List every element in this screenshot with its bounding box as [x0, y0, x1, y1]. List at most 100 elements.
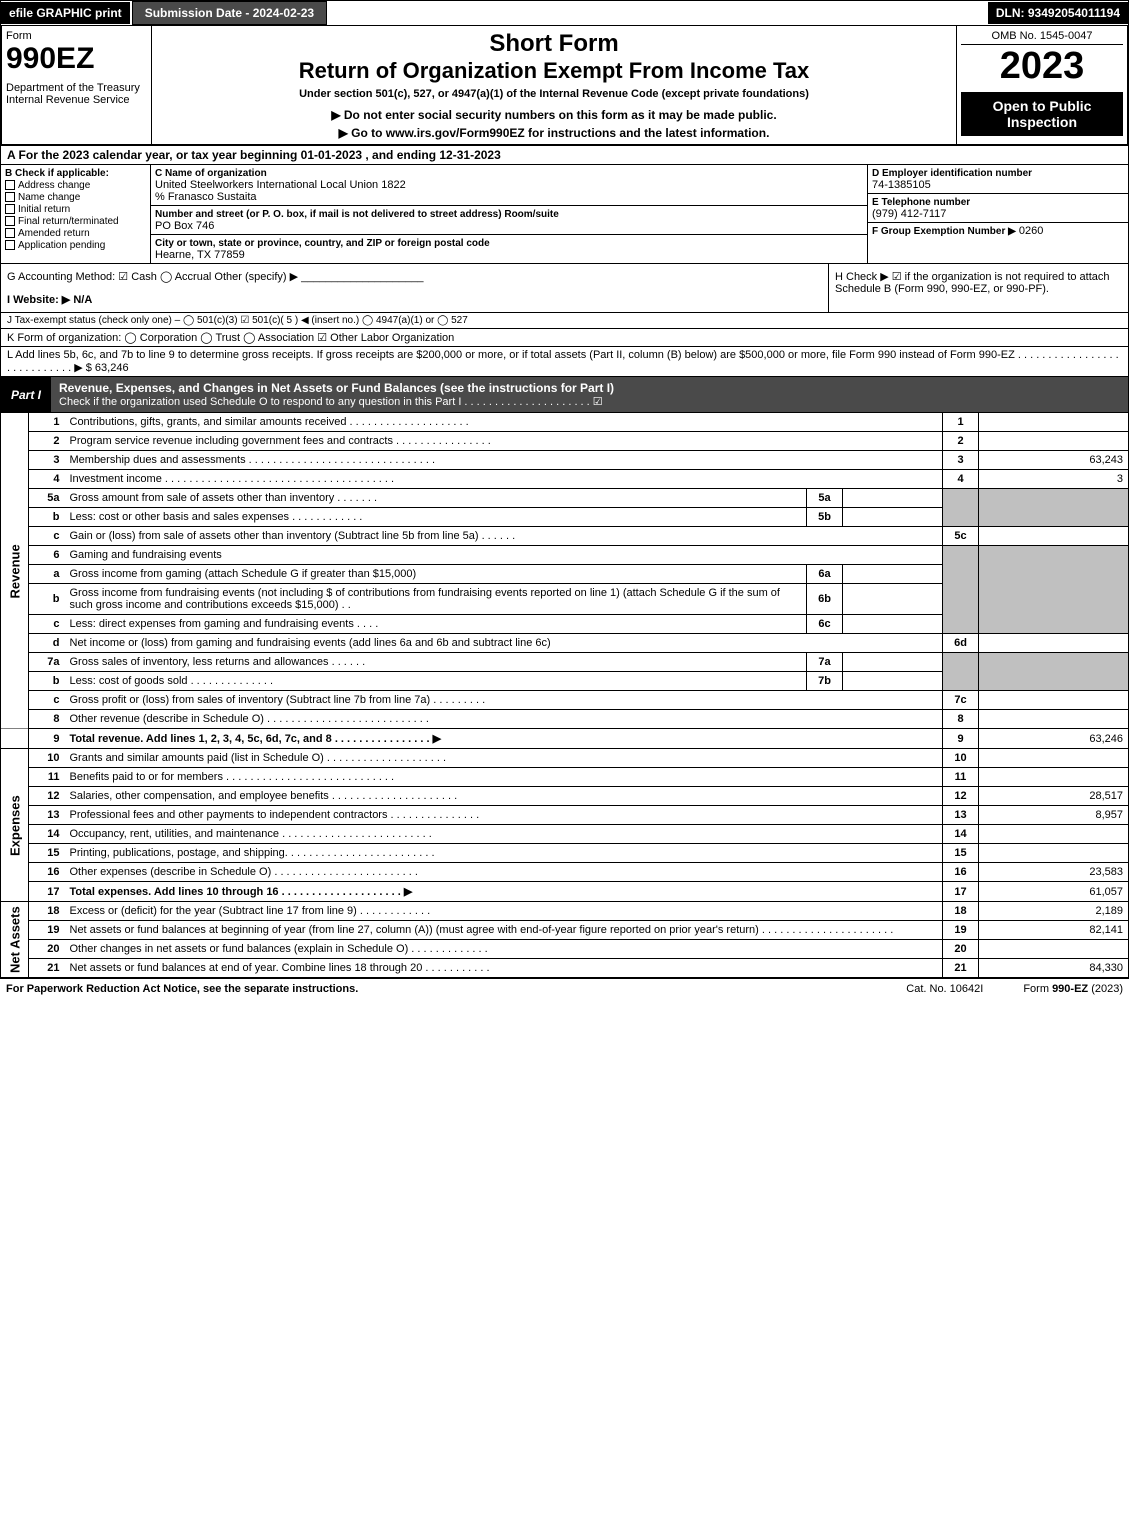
desc-9: Total revenue. Add lines 1, 2, 3, 4, 5c,… — [70, 733, 442, 745]
desc-12: Salaries, other compensation, and employ… — [65, 787, 943, 806]
d-ein-label: D Employer identification number — [872, 168, 1032, 179]
num-8: 8 — [943, 710, 979, 729]
accounting-method: G Accounting Method: ☑ Cash ◯ Accrual Ot… — [1, 264, 828, 312]
care-of: % Franasco Sustaita — [155, 191, 257, 203]
val-4: 3 — [979, 470, 1129, 489]
subln-5b: 5b — [807, 508, 843, 527]
chk-initial-return[interactable] — [5, 204, 15, 214]
num-19: 19 — [943, 921, 979, 940]
val-7c — [979, 691, 1129, 710]
val-6d — [979, 634, 1129, 653]
return-title: Return of Organization Exempt From Incom… — [156, 58, 952, 84]
expenses-side-label: Expenses — [1, 749, 29, 902]
form-ref: Form 990-EZ (2023) — [1023, 983, 1123, 995]
num-4: 4 — [943, 470, 979, 489]
group-exemption: 0260 — [1019, 225, 1043, 237]
ln-9: 9 — [29, 729, 65, 749]
desc-13: Professional fees and other payments to … — [65, 806, 943, 825]
ln-12: 12 — [29, 787, 65, 806]
subln-6a: 6a — [807, 565, 843, 584]
subval-5b — [843, 508, 943, 527]
ln-1: 1 — [29, 413, 65, 432]
ln-5c: c — [29, 527, 65, 546]
desc-15: Printing, publications, postage, and shi… — [65, 844, 943, 863]
desc-19: Net assets or fund balances at beginning… — [65, 921, 943, 940]
num-10: 10 — [943, 749, 979, 768]
lbl-initial-return: Initial return — [18, 204, 70, 215]
chk-app-pending[interactable] — [5, 240, 15, 250]
desc-20: Other changes in net assets or fund bala… — [65, 940, 943, 959]
paperwork-notice: For Paperwork Reduction Act Notice, see … — [6, 983, 906, 995]
short-form-title: Short Form — [156, 30, 952, 58]
b-label: B Check if applicable: — [5, 168, 109, 179]
subval-5a — [843, 489, 943, 508]
val-15 — [979, 844, 1129, 863]
num-13: 13 — [943, 806, 979, 825]
ln-20: 20 — [29, 940, 65, 959]
subval-6b — [843, 584, 943, 615]
val-17: 61,057 — [979, 882, 1129, 902]
chk-final-return[interactable] — [5, 216, 15, 226]
part-1-num: Part I — [1, 384, 51, 406]
ln-6d: d — [29, 634, 65, 653]
desc-8: Other revenue (describe in Schedule O) .… — [65, 710, 943, 729]
val-21: 84,330 — [979, 959, 1129, 978]
subval-6c — [843, 615, 943, 634]
goto-link[interactable]: ▶ Go to www.irs.gov/Form990EZ for instru… — [156, 126, 952, 140]
lbl-amended: Amended return — [18, 228, 90, 239]
subln-7a: 7a — [807, 653, 843, 672]
ssn-warning: ▶ Do not enter social security numbers o… — [156, 108, 952, 122]
subval-7a — [843, 653, 943, 672]
desc-6b: Gross income from fundraising events (no… — [65, 584, 807, 615]
schedule-b-check: H Check ▶ ☑ if the organization is not r… — [828, 264, 1128, 312]
desc-7c: Gross profit or (loss) from sales of inv… — [65, 691, 943, 710]
num-14: 14 — [943, 825, 979, 844]
val-19: 82,141 — [979, 921, 1129, 940]
section-c-org: C Name of organizationUnited Steelworker… — [151, 165, 868, 263]
desc-7a: Gross sales of inventory, less returns a… — [65, 653, 807, 672]
part-1-title: Revenue, Expenses, and Changes in Net As… — [59, 381, 614, 395]
section-def: D Employer identification number74-13851… — [868, 165, 1128, 263]
lbl-final-return: Final return/terminated — [18, 216, 119, 227]
website: I Website: ▶ N/A — [7, 294, 92, 306]
open-to-public: Open to Public Inspection — [961, 92, 1123, 136]
ln-7a: 7a — [29, 653, 65, 672]
chk-address-change[interactable] — [5, 180, 15, 190]
ln-15: 15 — [29, 844, 65, 863]
val-14 — [979, 825, 1129, 844]
gross-receipts: L Add lines 5b, 6c, and 7b to line 9 to … — [0, 347, 1129, 377]
desc-11: Benefits paid to or for members . . . . … — [65, 768, 943, 787]
submission-date: Submission Date - 2024-02-23 — [132, 1, 327, 25]
val-2 — [979, 432, 1129, 451]
val-12: 28,517 — [979, 787, 1129, 806]
ln-7c: c — [29, 691, 65, 710]
dln: DLN: 93492054011194 — [988, 2, 1128, 24]
desc-6c: Less: direct expenses from gaming and fu… — [65, 615, 807, 634]
val-16: 23,583 — [979, 863, 1129, 882]
efile-print-button[interactable]: efile GRAPHIC print — [1, 2, 130, 24]
desc-1: Contributions, gifts, grants, and simila… — [65, 413, 943, 432]
val-8 — [979, 710, 1129, 729]
val-3: 63,243 — [979, 451, 1129, 470]
part-1-header: Part I Revenue, Expenses, and Changes in… — [0, 377, 1129, 413]
cat-no: Cat. No. 10642I — [906, 983, 983, 995]
ln-6a: a — [29, 565, 65, 584]
chk-name-change[interactable] — [5, 192, 15, 202]
num-15: 15 — [943, 844, 979, 863]
desc-5a: Gross amount from sale of assets other t… — [65, 489, 807, 508]
ln-3: 3 — [29, 451, 65, 470]
info-block: B Check if applicable: Address change Na… — [0, 165, 1129, 264]
revenue-side-label: Revenue — [1, 413, 29, 729]
ln-10: 10 — [29, 749, 65, 768]
desc-6d: Net income or (loss) from gaming and fun… — [65, 634, 943, 653]
subln-6b: 6b — [807, 584, 843, 615]
chk-amended[interactable] — [5, 228, 15, 238]
val-20 — [979, 940, 1129, 959]
ln-19: 19 — [29, 921, 65, 940]
ln-5a: 5a — [29, 489, 65, 508]
ln-21: 21 — [29, 959, 65, 978]
phone: (979) 412-7117 — [872, 208, 946, 220]
ein: 74-1385105 — [872, 179, 931, 191]
subln-6c: 6c — [807, 615, 843, 634]
omb-number: OMB No. 1545-0047 — [961, 30, 1123, 45]
